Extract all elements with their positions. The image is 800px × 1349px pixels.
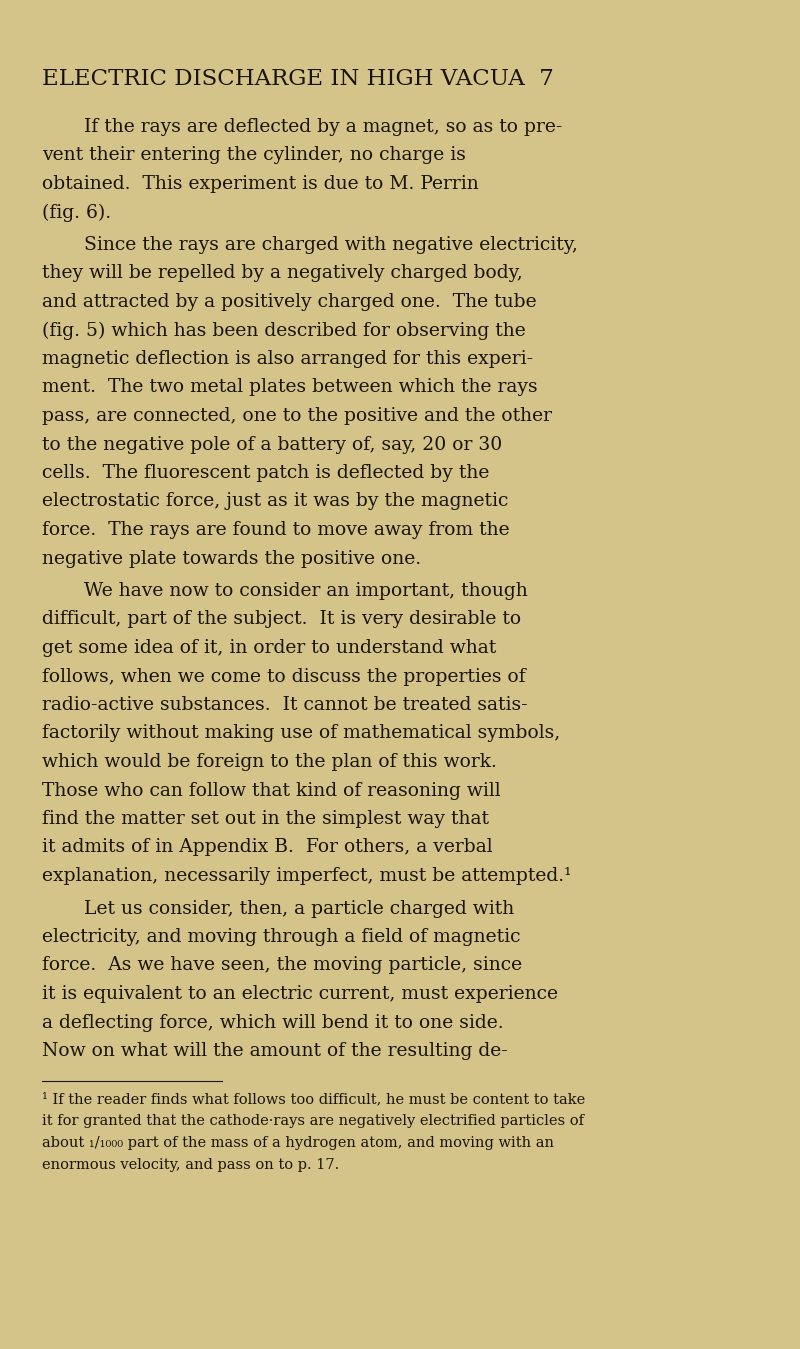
Text: If the rays are deflected by a magnet, so as to pre-: If the rays are deflected by a magnet, s… bbox=[84, 117, 562, 136]
Text: follows, when we come to discuss the properties of: follows, when we come to discuss the pro… bbox=[42, 668, 526, 685]
Text: it is equivalent to an electric current, must experience: it is equivalent to an electric current,… bbox=[42, 985, 558, 1004]
Text: pass, are connected, one to the positive and the other: pass, are connected, one to the positive… bbox=[42, 407, 552, 425]
Text: ¹ If the reader finds what follows too difficult, he must be content to take: ¹ If the reader finds what follows too d… bbox=[42, 1093, 586, 1106]
Text: We have now to consider an important, though: We have now to consider an important, th… bbox=[84, 581, 528, 600]
Text: get some idea of it, in order to understand what: get some idea of it, in order to underst… bbox=[42, 639, 496, 657]
Text: about ₁/₁₀₀₀ part of the mass of a hydrogen atom, and moving with an: about ₁/₁₀₀₀ part of the mass of a hydro… bbox=[42, 1136, 554, 1151]
Text: Since the rays are charged with negative electricity,: Since the rays are charged with negative… bbox=[84, 236, 578, 254]
Text: it for granted that the cathode·rays are negatively electrified particles of: it for granted that the cathode·rays are… bbox=[42, 1114, 584, 1129]
Text: and attracted by a positively charged one.  The tube: and attracted by a positively charged on… bbox=[42, 293, 537, 312]
Text: ment.  The two metal plates between which the rays: ment. The two metal plates between which… bbox=[42, 379, 538, 397]
Text: magnetic deflection is also arranged for this experi-: magnetic deflection is also arranged for… bbox=[42, 349, 533, 368]
Text: electricity, and moving through a field of magnetic: electricity, and moving through a field … bbox=[42, 928, 521, 946]
Text: it admits of in Appendix B.  For others, a verbal: it admits of in Appendix B. For others, … bbox=[42, 839, 493, 857]
Text: enormous velocity, and pass on to p. 17.: enormous velocity, and pass on to p. 17. bbox=[42, 1159, 339, 1172]
Text: (fig. 6).: (fig. 6). bbox=[42, 204, 111, 221]
Text: difficult, part of the subject.  It is very desirable to: difficult, part of the subject. It is ve… bbox=[42, 611, 521, 629]
Text: which would be foreign to the plan of this work.: which would be foreign to the plan of th… bbox=[42, 753, 497, 772]
Text: factorily without making use of mathematical symbols,: factorily without making use of mathemat… bbox=[42, 724, 560, 742]
Text: cells.  The fluorescent patch is deflected by the: cells. The fluorescent patch is deflecte… bbox=[42, 464, 490, 482]
Text: to the negative pole of a battery of, say, 20 or 30: to the negative pole of a battery of, sa… bbox=[42, 436, 502, 453]
Text: Let us consider, then, a particle charged with: Let us consider, then, a particle charge… bbox=[84, 900, 514, 917]
Text: force.  As we have seen, the moving particle, since: force. As we have seen, the moving parti… bbox=[42, 956, 522, 974]
Text: negative plate towards the positive one.: negative plate towards the positive one. bbox=[42, 549, 421, 568]
Text: obtained.  This experiment is due to M. Perrin: obtained. This experiment is due to M. P… bbox=[42, 175, 478, 193]
Text: a deflecting force, which will bend it to one side.: a deflecting force, which will bend it t… bbox=[42, 1013, 504, 1032]
Text: find the matter set out in the simplest way that: find the matter set out in the simplest … bbox=[42, 809, 489, 828]
Text: (fig. 5) which has been described for observing the: (fig. 5) which has been described for ob… bbox=[42, 321, 526, 340]
Text: they will be repelled by a negatively charged body,: they will be repelled by a negatively ch… bbox=[42, 264, 522, 282]
Text: radio-active substances.  It cannot be treated satis-: radio-active substances. It cannot be tr… bbox=[42, 696, 528, 714]
Text: explanation, necessarily imperfect, must be attempted.¹: explanation, necessarily imperfect, must… bbox=[42, 867, 571, 885]
Text: Now on what will the amount of the resulting de-: Now on what will the amount of the resul… bbox=[42, 1041, 508, 1060]
Text: vent their entering the cylinder, no charge is: vent their entering the cylinder, no cha… bbox=[42, 147, 466, 165]
Text: Those who can follow that kind of reasoning will: Those who can follow that kind of reason… bbox=[42, 781, 501, 800]
Text: force.  The rays are found to move away from the: force. The rays are found to move away f… bbox=[42, 521, 510, 540]
Text: ELECTRIC DISCHARGE IN HIGH VACUA  7: ELECTRIC DISCHARGE IN HIGH VACUA 7 bbox=[42, 67, 554, 90]
Text: electrostatic force, just as it was by the magnetic: electrostatic force, just as it was by t… bbox=[42, 492, 508, 510]
